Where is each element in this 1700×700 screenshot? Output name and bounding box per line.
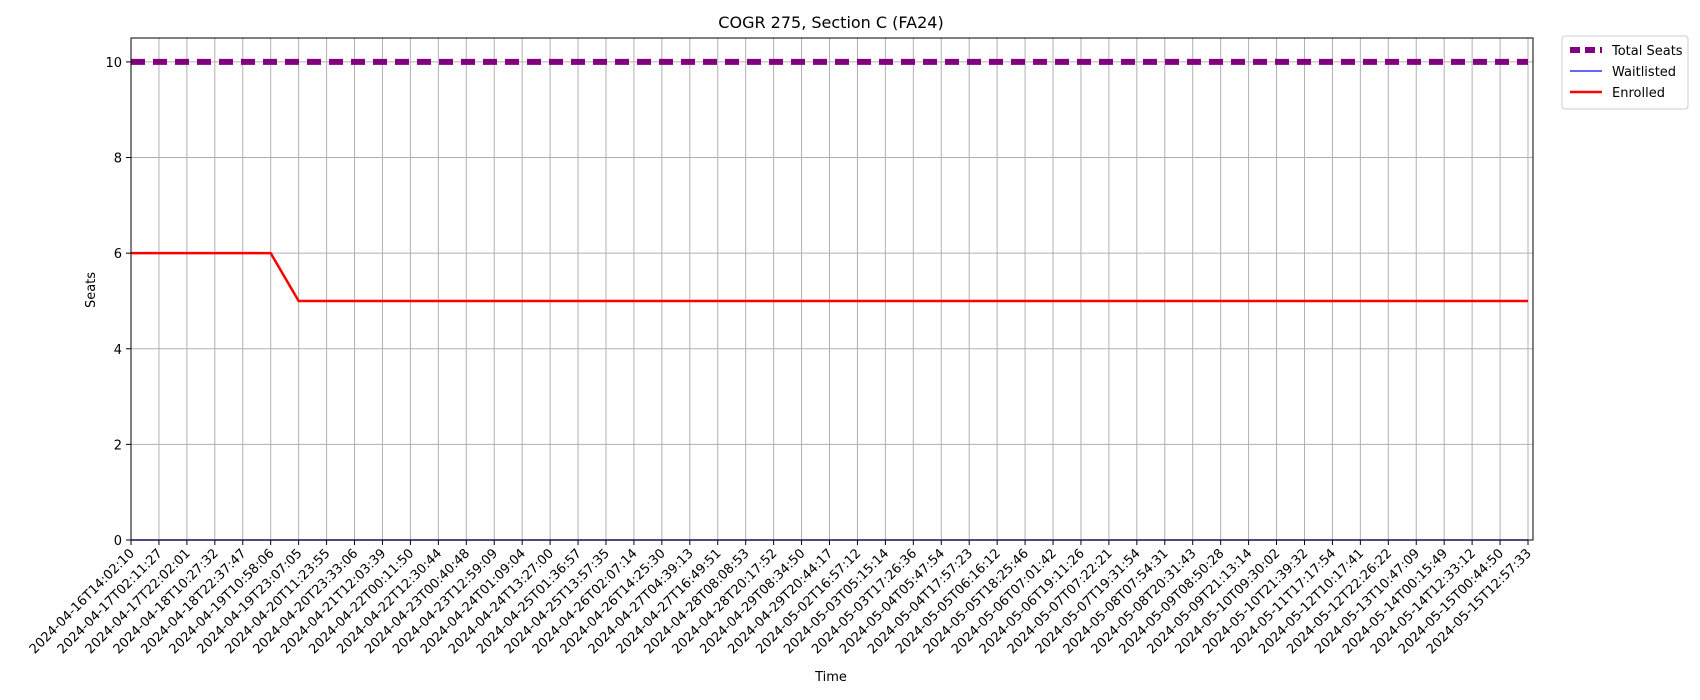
y-tick-label: 6: [114, 247, 122, 262]
y-axis-label: Seats: [84, 272, 99, 308]
chart-title: COGR 275, Section C (FA24): [718, 13, 943, 32]
legend-label-enrolled: Enrolled: [1612, 86, 1665, 101]
y-tick-label: 0: [114, 534, 122, 549]
plot-frame: [130, 37, 1534, 541]
legend-label-waitlisted: Waitlisted: [1612, 65, 1676, 80]
series-line-enrolled: [131, 251, 1528, 303]
y-tick-label: 8: [114, 152, 122, 167]
legend: Total Seats Waitlisted Enrolled: [1561, 35, 1689, 110]
x-axis-label: Time: [814, 670, 847, 685]
y-tick-label: 4: [114, 343, 122, 358]
y-tick-label: 2: [114, 438, 122, 453]
y-tick-label: 10: [105, 56, 122, 71]
legend-label-total-seats: Total Seats: [1611, 44, 1683, 59]
